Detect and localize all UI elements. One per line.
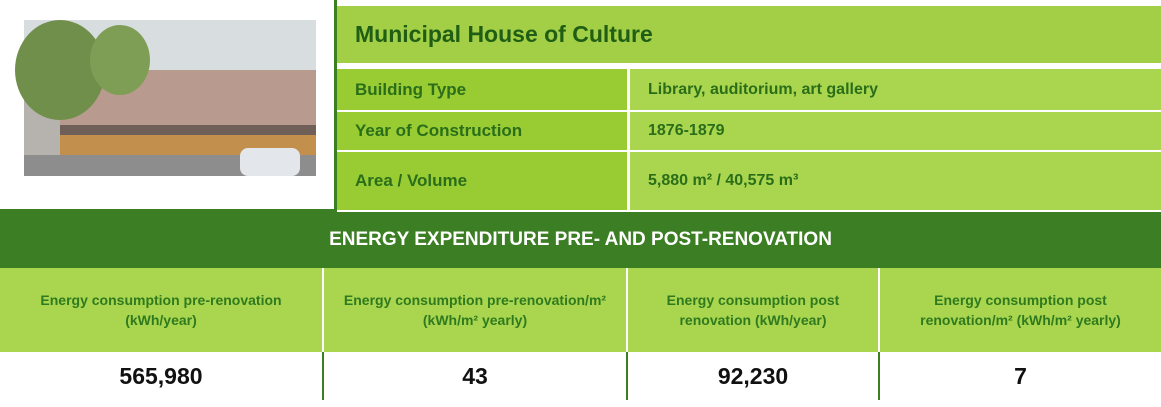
detail-value: 5,880 m² / 40,575 m³ — [630, 152, 1161, 212]
detail-value: Library, auditorium, art gallery — [630, 69, 1161, 112]
value-cell: 92,230 — [628, 352, 880, 400]
building-photo — [0, 0, 337, 212]
value-cell: 43 — [324, 352, 628, 400]
column-header: Energy consumption post renovation/m² (k… — [880, 268, 1161, 352]
column-header: Energy consumption pre-renovation (kWh/y… — [0, 268, 324, 352]
detail-value: 1876-1879 — [630, 112, 1161, 152]
value-cell: 7 — [880, 352, 1161, 400]
column-header: Energy consumption pre-renovation/m² (kW… — [324, 268, 628, 352]
detail-label: Building Type — [337, 69, 630, 112]
column-header: Energy consumption post renovation (kWh/… — [628, 268, 880, 352]
section-title: ENERGY EXPENDITURE PRE- AND POST-RENOVAT… — [0, 212, 1161, 268]
building-title: Municipal House of Culture — [337, 6, 1161, 66]
detail-label: Area / Volume — [337, 152, 630, 212]
detail-label: Year of Construction — [337, 112, 630, 152]
value-cell: 565,980 — [0, 352, 324, 400]
